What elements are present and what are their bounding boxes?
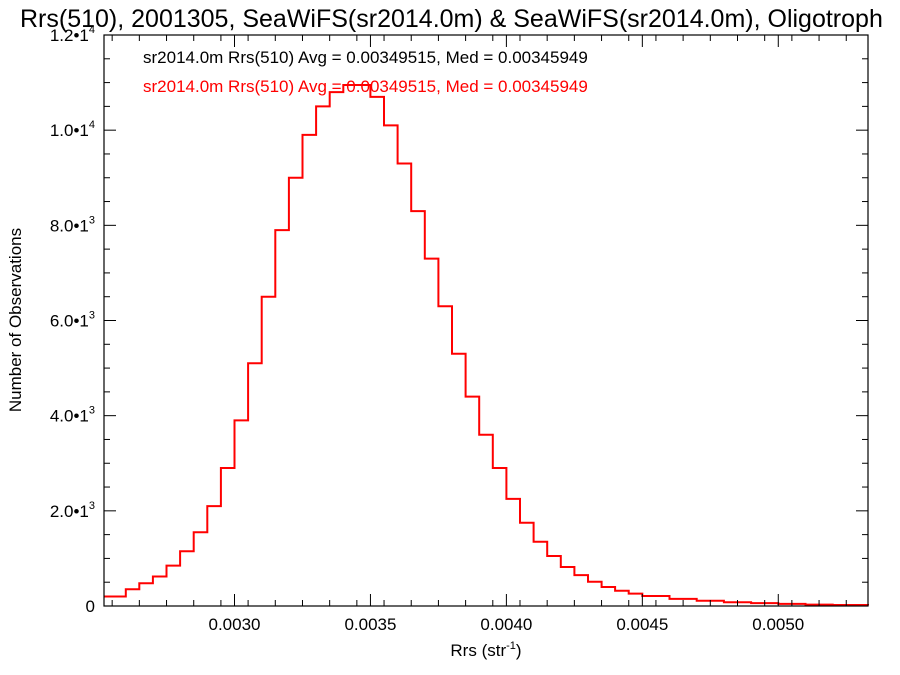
chart-title: Rrs(510), 2001305, SeaWiFS(sr2014.0m) & … [20, 5, 883, 33]
y-tick-mantissa: 2.0•1 [50, 502, 89, 521]
tick-layer: 0.0030 0.0035 0.0040 0.0045 0.005002.0•134.0… [50, 24, 868, 634]
y-tick-mantissa: 4.0•1 [50, 407, 89, 426]
y-tick-mantissa: 1.2•1 [50, 26, 89, 45]
series-layer [104, 84, 869, 606]
y-tick-label: 4.0•13 [50, 405, 95, 426]
annotation-layer: sr2014.0m Rrs(510) Avg = 0.00349515, Med… [143, 48, 588, 96]
y-tick-label: 0 [86, 597, 95, 616]
x-tick-label: 0.0035 [344, 615, 396, 634]
x-tick-label: 0.0050 [752, 615, 804, 634]
y-tick-label: 1.2•14 [50, 24, 95, 45]
y-tick-label: 6.0•13 [50, 310, 95, 331]
y-tick-label: 2.0•13 [50, 500, 95, 521]
y-tick-label: 8.0•13 [50, 214, 95, 235]
y-tick-exponent: 3 [89, 310, 95, 322]
x-tick-label: 0.0045 [616, 615, 668, 634]
y-tick-exponent: 3 [89, 500, 95, 512]
y-tick-mantissa: 1.0•1 [50, 121, 89, 140]
series-line-1 [104, 84, 869, 606]
y-tick-exponent: 4 [89, 119, 95, 131]
stats-annotation-0: sr2014.0m Rrs(510) Avg = 0.00349515, Med… [143, 48, 588, 67]
y-tick-mantissa: 6.0•1 [50, 312, 89, 331]
x-axis-label-sup: -1 [506, 640, 516, 652]
stats-annotation-1: sr2014.0m Rrs(510) Avg = 0.00349515, Med… [143, 77, 588, 96]
y-tick-mantissa: 0 [86, 597, 95, 616]
y-tick-label: 1.0•14 [50, 119, 95, 140]
x-axis-label-end: ) [516, 641, 522, 660]
plot-frame [103, 34, 869, 607]
y-tick-exponent: 3 [89, 405, 95, 417]
y-axis-label: Number of Observations [6, 228, 25, 412]
y-tick-mantissa: 8.0•1 [50, 216, 89, 235]
y-tick-exponent: 4 [89, 24, 95, 36]
y-tick-exponent: 3 [89, 214, 95, 226]
x-tick-label: 0.0030 [209, 615, 261, 634]
x-tick-label: 0.0040 [480, 615, 532, 634]
series-line-0 [104, 84, 869, 606]
x-axis-label-main: Rrs (str [450, 641, 506, 660]
x-axis-label: Rrs (str-1) [450, 640, 521, 660]
